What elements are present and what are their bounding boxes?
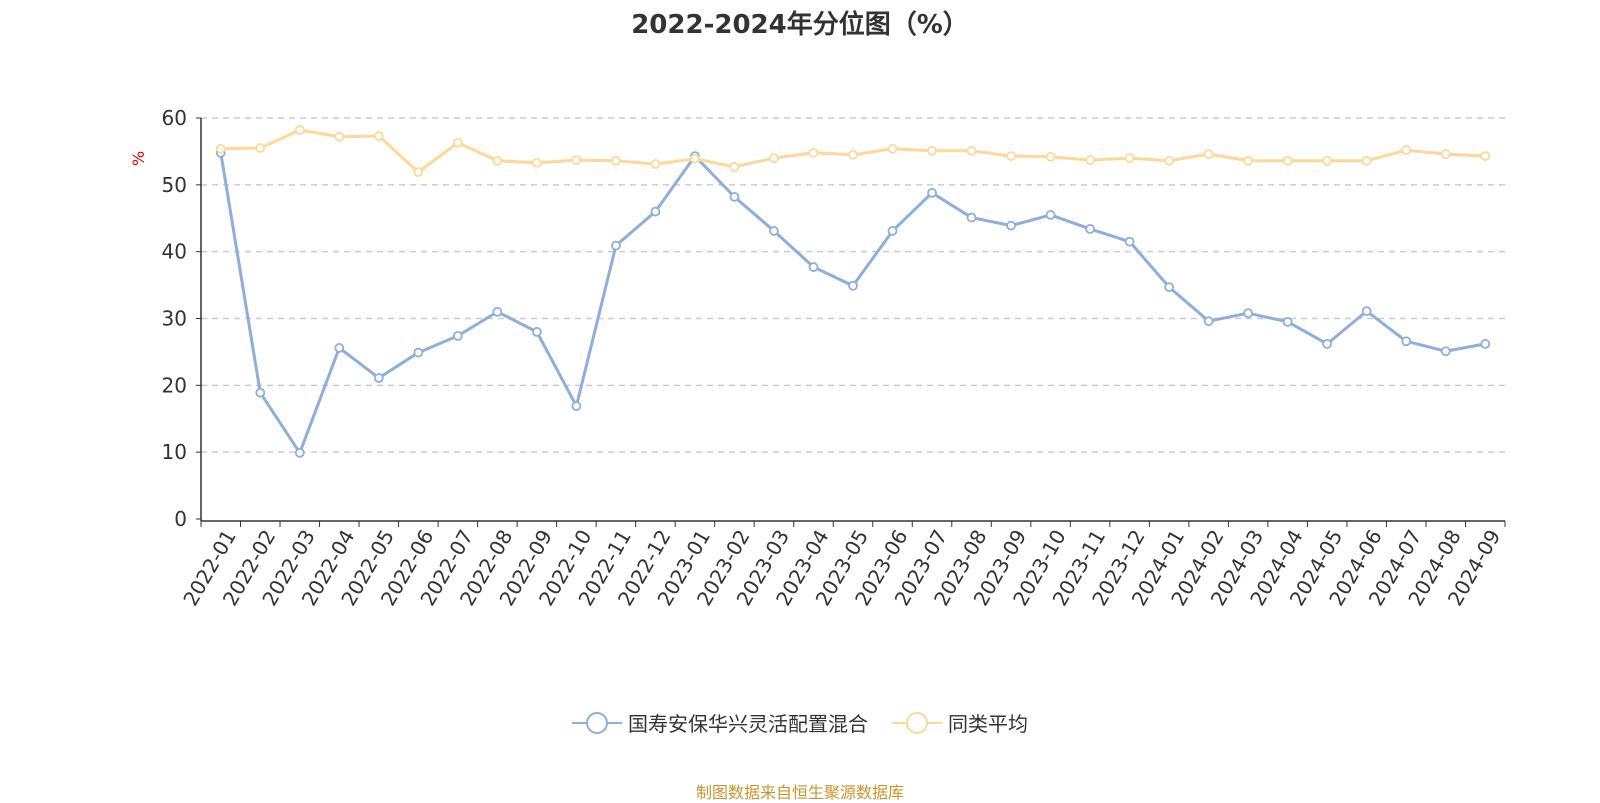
- data-point-1: [1045, 151, 1056, 162]
- data-point-0: [413, 347, 424, 358]
- data-point-1: [334, 131, 345, 142]
- data-point-0: [927, 187, 937, 198]
- data-point-1: [1164, 155, 1175, 166]
- data-point-0: [1282, 316, 1293, 327]
- data-point-0: [729, 191, 740, 202]
- data-point-1: [1085, 155, 1095, 166]
- data-point-1: [650, 159, 661, 170]
- source-note: 制图数据来自恒生聚源数据库: [695, 783, 904, 802]
- data-point-0: [1480, 338, 1491, 349]
- data-point-0: [650, 206, 661, 217]
- legend-item-average[interactable]: 同类平均: [892, 708, 1028, 737]
- data-point-0: [1243, 308, 1254, 319]
- data-point-1: [887, 143, 898, 154]
- y-tick-label: 60: [162, 106, 187, 130]
- data-point-1: [769, 153, 779, 164]
- data-point-1: [1203, 149, 1214, 159]
- data-point-0: [492, 306, 503, 317]
- data-point-1: [215, 143, 226, 154]
- data-point-0: [452, 330, 463, 341]
- legend: 国寿安保华兴灵活配置混合 同类平均: [0, 708, 1600, 737]
- legend-label: 国寿安保华兴灵活配置混合: [628, 712, 868, 736]
- y-tick-label: 10: [162, 440, 187, 464]
- data-point-0: [373, 373, 384, 383]
- chart-title: 2022-2024年分位图（%）: [631, 10, 969, 40]
- data-point-0: [1401, 336, 1412, 347]
- y-tick-label: 30: [162, 307, 187, 331]
- legend-label: 同类平均: [948, 712, 1028, 736]
- data-point-0: [1164, 282, 1175, 292]
- y-tick-label: 20: [162, 373, 187, 397]
- y-tick-label: 40: [162, 240, 187, 264]
- data-point-1: [1440, 149, 1451, 159]
- data-point-0: [1361, 306, 1372, 317]
- data-point-1: [531, 157, 542, 168]
- data-point-0: [1440, 346, 1451, 357]
- y-tick-label: 0: [174, 507, 187, 531]
- y-axis-label: %: [129, 151, 148, 166]
- data-point-1: [1282, 155, 1293, 166]
- data-point-1: [1480, 151, 1491, 161]
- data-point-1: [1322, 155, 1333, 166]
- data-point-1: [294, 125, 305, 135]
- data-point-0: [611, 240, 621, 251]
- data-point-1: [413, 167, 424, 178]
- data-point-0: [1045, 210, 1056, 220]
- legend-marker-icon: [572, 711, 622, 734]
- data-point-1: [373, 131, 384, 141]
- data-point-1: [1006, 151, 1016, 161]
- data-point-0: [887, 226, 898, 236]
- data-point-1: [848, 149, 858, 160]
- series-line-0: [219, 152, 1486, 455]
- data-point-0: [571, 401, 582, 411]
- data-point-1: [927, 145, 937, 156]
- data-point-0: [769, 226, 779, 236]
- data-point-1: [611, 155, 621, 166]
- data-point-1: [690, 153, 700, 164]
- data-point-1: [492, 155, 503, 166]
- data-point-1: [255, 143, 266, 153]
- data-point-1: [808, 147, 819, 158]
- data-point-0: [255, 387, 266, 398]
- data-point-0: [1085, 224, 1095, 234]
- data-point-0: [848, 280, 858, 291]
- data-point-1: [1361, 155, 1372, 166]
- data-point-0: [294, 447, 305, 458]
- legend-marker-icon: [892, 711, 942, 734]
- data-point-0: [1322, 338, 1333, 349]
- data-point-0: [1203, 316, 1214, 327]
- data-point-1: [1401, 145, 1412, 155]
- y-tick-label: 50: [162, 173, 187, 197]
- data-point-1: [729, 161, 740, 172]
- data-point-0: [531, 326, 542, 337]
- data-point-1: [1243, 155, 1254, 166]
- legend-item-fund[interactable]: 国寿安保华兴灵活配置混合: [572, 708, 868, 737]
- data-point-1: [452, 137, 463, 148]
- data-point-0: [334, 343, 345, 353]
- data-point-1: [571, 155, 582, 166]
- data-point-0: [1006, 220, 1016, 231]
- data-point-0: [808, 262, 819, 272]
- data-point-1: [966, 145, 977, 156]
- data-point-0: [1124, 236, 1135, 247]
- data-point-0: [966, 212, 977, 223]
- data-point-1: [1124, 153, 1135, 164]
